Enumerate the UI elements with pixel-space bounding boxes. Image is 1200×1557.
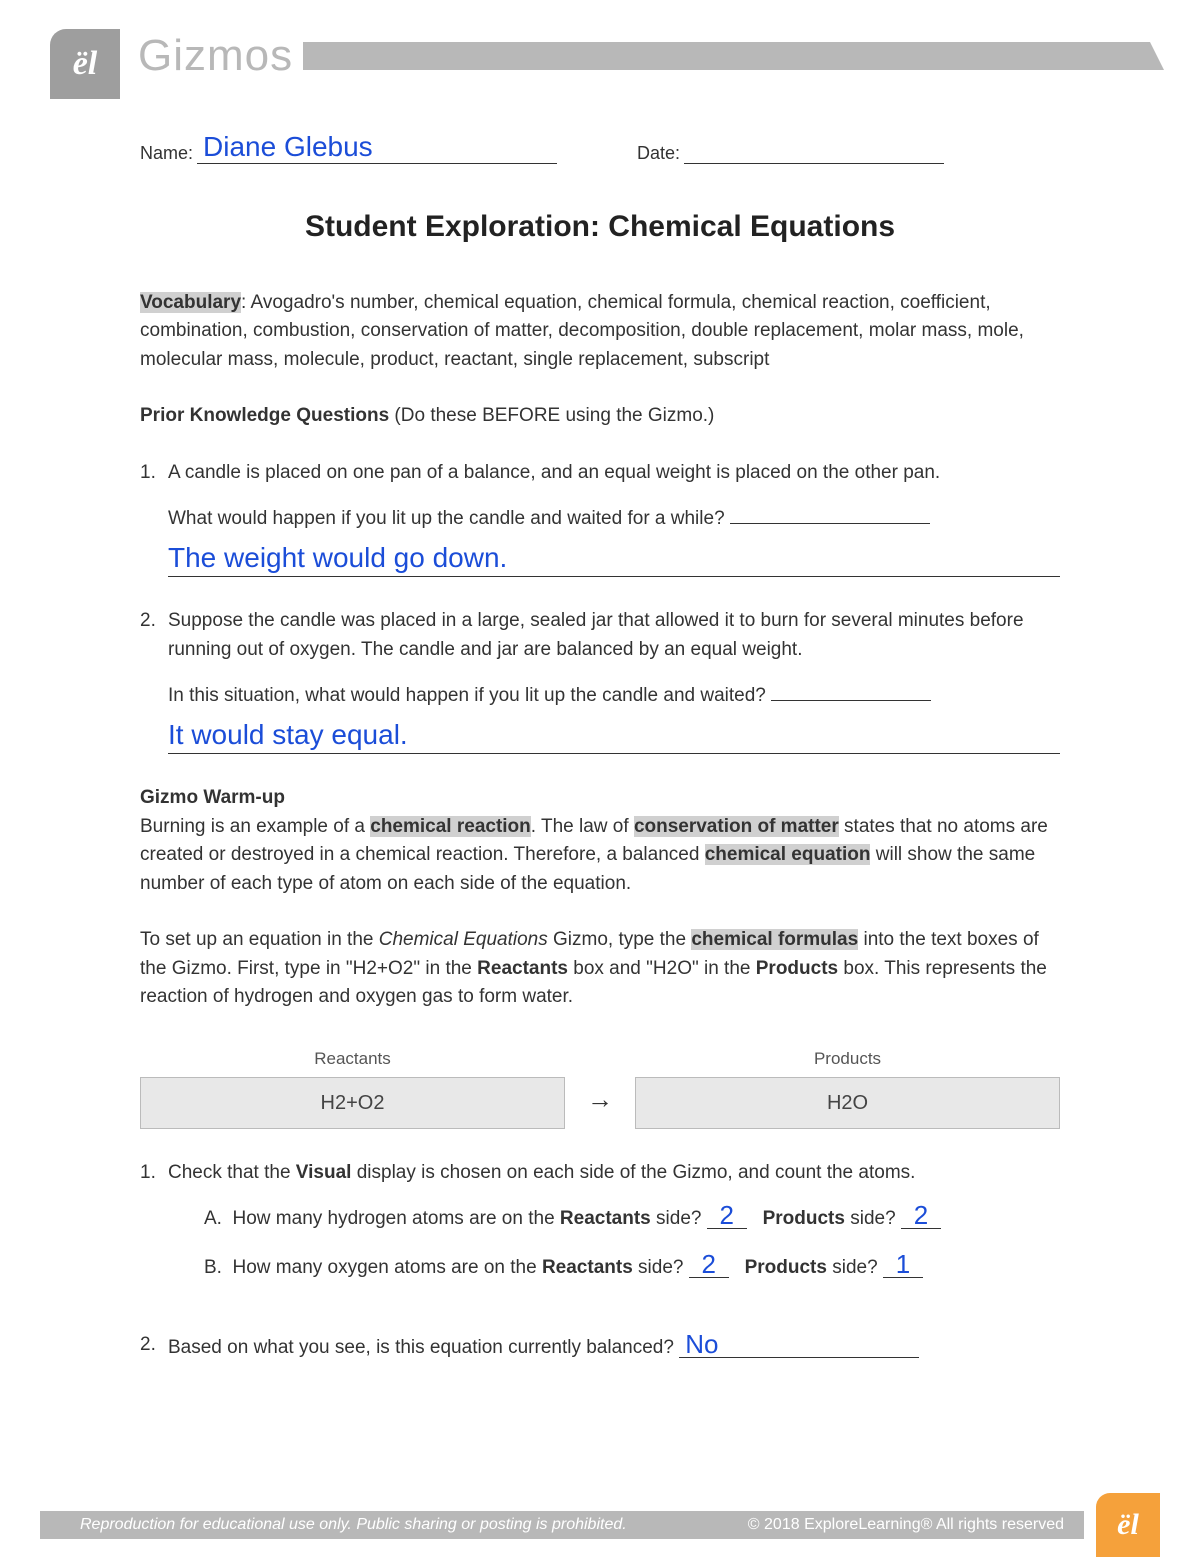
warmup-para-2: To set up an equation in the Chemical Eq… [140,926,1060,1012]
w1a-text-a: How many hydrogen atoms are on the [233,1208,560,1229]
warmup-2-bold2: Products [756,958,838,979]
logo-glyph: ël [73,45,98,83]
w1b-text-e: side? [827,1257,883,1278]
q2-prompt: In this situation, what would happen if … [168,685,771,706]
warmup-1b: . The law of [531,816,634,837]
w2-text: Based on what you see, is this equation … [168,1337,679,1358]
w1-num: 1. [140,1159,168,1301]
vocab-label: Vocabulary [140,292,241,313]
warmup-2-italic: Chemical Equations [379,929,548,950]
warmup-heading: Gizmo Warm-up [140,784,1060,813]
w1b-bold1: Reactants [542,1257,633,1278]
warmup-hl-formulas: chemical formulas [691,929,858,950]
warmup-hl-conservation: conservation of matter [634,816,839,837]
page-title: Student Exploration: Chemical Equations [140,204,1060,249]
pkq-item-2: 2. Suppose the candle was placed in a la… [140,607,1060,754]
w1-sublist: A. How many hydrogen atoms are on the Re… [204,1202,1060,1283]
q2-num: 2. [140,607,168,754]
pkq-list: 1. A candle is placed on one pan of a ba… [140,459,1060,755]
q2-blank [771,685,931,701]
w1b-bold2: Products [745,1257,827,1278]
warmup-2-bold1: Reactants [477,958,568,979]
footer: Reproduction for educational use only. P… [0,1497,1200,1553]
footer-right: © 2018 ExploreLearning® All rights reser… [748,1516,1064,1534]
warmup-2d: box and "H2O" in the [568,958,756,979]
warmup-1a: Burning is an example of a [140,816,370,837]
w1a-text-c: side? [651,1208,707,1229]
q2-text: Suppose the candle was placed in a large… [168,610,1024,660]
name-value: Diane Glebus [197,132,557,164]
w2-ans: No [679,1331,919,1358]
pkq-label: Prior Knowledge Questions [140,405,389,426]
warmup-para-1: Burning is an example of a chemical reac… [140,813,1060,899]
w1b-ans2: 1 [883,1251,923,1278]
footer-left: Reproduction for educational use only. P… [80,1516,627,1534]
w2-num: 2. [140,1331,168,1363]
warmup-2b: Gizmo, type the [548,929,692,950]
q1-num: 1. [140,459,168,578]
header: ël Gizmos [50,30,1150,82]
reactants-input: H2+O2 [140,1077,565,1129]
w1a-bold2: Products [763,1208,845,1229]
pkq-paren: (Do these BEFORE using the Gizmo.) [389,405,714,426]
equation-box: Reactants H2+O2 → Products H2O [140,1040,1060,1130]
q1-answer-line: The weight would go down. [168,540,1060,578]
products-input: H2O [635,1077,1060,1129]
date-label: Date: [637,143,680,164]
w1b: B. How many oxygen atoms are on the Reac… [204,1251,1060,1283]
brand-text: Gizmos [138,31,293,81]
q2-answer: It would stay equal. [168,719,408,750]
header-bar-stripe [303,42,1150,70]
products-header: Products [635,1040,1060,1078]
warmup-item-1: 1. Check that the Visual display is chos… [140,1159,1060,1301]
w1a-text-e: side? [845,1208,901,1229]
warmup-hl-reaction: chemical reaction [370,816,531,837]
warmup-list: 1. Check that the Visual display is chos… [140,1159,1060,1362]
warmup-hl-equation: chemical equation [705,844,871,865]
q1-blank [730,508,930,524]
w1a-ans1: 2 [707,1202,747,1229]
name-date-row: Name: Diane Glebus Date: [140,132,1150,164]
equation-arrow: → [565,1040,635,1130]
pkq-item-1: 1. A candle is placed on one pan of a ba… [140,459,1060,578]
w1b-label: B. [204,1257,222,1278]
w1-text-a: Check that the [168,1162,296,1183]
pkq-heading: Prior Knowledge Questions (Do these BEFO… [140,402,1060,431]
w1-text-b: display is chosen on each side of the Gi… [351,1162,915,1183]
w1a-label: A. [204,1208,222,1229]
w1a-bold1: Reactants [560,1208,651,1229]
q1-answer: The weight would go down. [168,542,507,573]
date-value [684,144,944,164]
w1-text-bold: Visual [296,1162,352,1183]
reactants-col: Reactants H2+O2 [140,1040,565,1130]
warmup-item-2: 2. Based on what you see, is this equati… [140,1331,1060,1363]
warmup-2a: To set up an equation in the [140,929,379,950]
w1a-ans2: 2 [901,1202,941,1229]
logo-box: ël [50,29,120,99]
reactants-header: Reactants [140,1040,565,1078]
vocabulary-para: Vocabulary: Avogadro's number, chemical … [140,289,1060,375]
vocab-text: : Avogadro's number, chemical equation, … [140,292,1024,370]
content: Student Exploration: Chemical Equations … [140,204,1060,1363]
footer-bar: Reproduction for educational use only. P… [40,1511,1084,1539]
name-label: Name: [140,143,193,164]
footer-logo: ël [1096,1493,1160,1557]
products-col: Products H2O [635,1040,1060,1130]
w1b-text-c: side? [633,1257,689,1278]
w1b-text-a: How many oxygen atoms are on the [233,1257,542,1278]
w1b-ans1: 2 [689,1251,729,1278]
q1-prompt: What would happen if you lit up the cand… [168,508,730,529]
w1a: A. How many hydrogen atoms are on the Re… [204,1202,1060,1234]
q2-answer-line: It would stay equal. [168,717,1060,755]
q1-text: A candle is placed on one pan of a balan… [168,462,940,483]
